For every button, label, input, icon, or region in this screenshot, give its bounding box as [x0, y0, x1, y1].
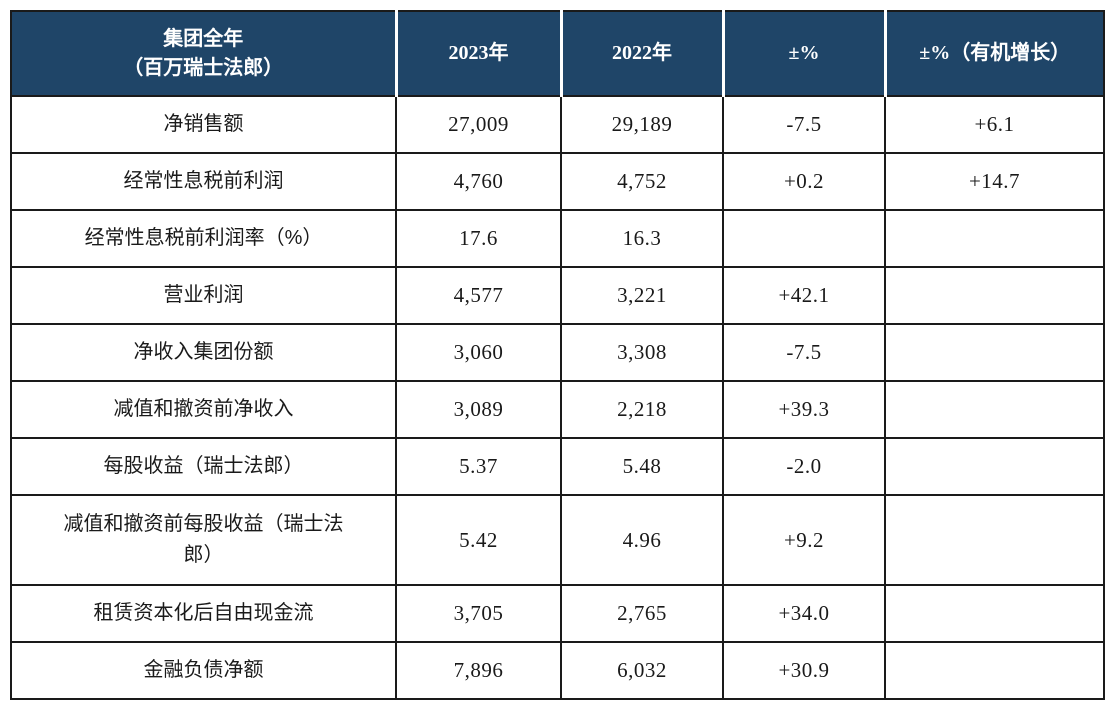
header-year-2022: 2022年	[559, 10, 724, 97]
value-2022: 2,218	[560, 380, 724, 439]
value-change-pct: +9.2	[722, 494, 886, 586]
value-change-organic	[884, 266, 1105, 325]
value-change-organic	[884, 209, 1105, 268]
value-change-organic: +14.7	[884, 152, 1105, 211]
header-change-pct-organic: ±%（有机增长）	[883, 10, 1105, 97]
value-change-organic	[884, 494, 1105, 586]
header-year-2023: 2023年	[394, 10, 562, 97]
value-2023: 5.42	[395, 494, 562, 586]
header-change-pct: ±%	[721, 10, 886, 97]
value-change-organic: +6.1	[884, 95, 1105, 154]
table-title-line2: （百万瑞士法郎）	[123, 56, 284, 79]
value-2022: 16.3	[560, 209, 724, 268]
value-2022: 6,032	[560, 641, 724, 700]
value-change-organic	[884, 584, 1105, 643]
value-change-pct: +34.0	[722, 584, 886, 643]
value-2023: 5.37	[395, 437, 562, 496]
value-change-pct: +0.2	[722, 152, 886, 211]
value-change-pct: -2.0	[722, 437, 886, 496]
value-2023: 3,089	[395, 380, 562, 439]
value-2022: 5.48	[560, 437, 724, 496]
value-change-organic	[884, 380, 1105, 439]
value-2023: 4,760	[395, 152, 562, 211]
value-change-pct: +42.1	[722, 266, 886, 325]
metric-label: 经常性息税前利润	[10, 152, 397, 211]
table-row-free-cash-flow: 租赁资本化后自由现金流 3,705 2,765 +34.0	[10, 584, 1105, 643]
table-row-net-income-group-share: 净收入集团份额 3,060 3,308 -7.5	[10, 323, 1105, 382]
value-change-organic	[884, 437, 1105, 496]
value-change-organic	[884, 323, 1105, 382]
financial-results-table: 集团全年 （百万瑞士法郎） 2023年 2022年 ±% ±%（有机增长） 净销…	[10, 10, 1105, 700]
table-row-recurring-ebit: 经常性息税前利润 4,760 4,752 +0.2 +14.7	[10, 152, 1105, 211]
value-change-pct: +39.3	[722, 380, 886, 439]
table-row-eps-before-impairment: 减值和撤资前每股收益（瑞士法郎） 5.42 4.96 +9.2	[10, 494, 1105, 586]
metric-label: 经常性息税前利润率（%）	[10, 209, 397, 268]
value-2022: 3,308	[560, 323, 724, 382]
value-change-organic	[884, 641, 1105, 700]
header-row: 集团全年 （百万瑞士法郎） 2023年 2022年 ±% ±%（有机增长）	[10, 10, 1105, 97]
metric-label: 金融负债净额	[10, 641, 397, 700]
table-row-net-income-before-impairment: 减值和撤资前净收入 3,089 2,218 +39.3	[10, 380, 1105, 439]
value-change-pct: +30.9	[722, 641, 886, 700]
value-2023: 17.6	[395, 209, 562, 268]
table-row-operating-profit: 营业利润 4,577 3,221 +42.1	[10, 266, 1105, 325]
value-2022: 4.96	[560, 494, 724, 586]
value-2023: 3,060	[395, 323, 562, 382]
value-2023: 3,705	[395, 584, 562, 643]
metric-label: 每股收益（瑞士法郎）	[10, 437, 397, 496]
value-2023: 4,577	[395, 266, 562, 325]
metric-label: 减值和撤资前净收入	[10, 380, 397, 439]
table-title-line1: 集团全年	[163, 27, 244, 50]
metric-label: 净收入集团份额	[10, 323, 397, 382]
value-2022: 3,221	[560, 266, 724, 325]
table-row-net-sales: 净销售额 27,009 29,189 -7.5 +6.1	[10, 95, 1105, 154]
metric-label: 租赁资本化后自由现金流	[10, 584, 397, 643]
table-row-net-financial-debt: 金融负债净额 7,896 6,032 +30.9	[10, 641, 1105, 700]
metric-label: 减值和撤资前每股收益（瑞士法郎）	[10, 494, 397, 586]
value-change-pct: -7.5	[722, 323, 886, 382]
value-2022: 2,765	[560, 584, 724, 643]
header-metric-column: 集团全年 （百万瑞士法郎）	[10, 10, 397, 97]
value-2023: 27,009	[395, 95, 562, 154]
table-row-recurring-ebit-margin: 经常性息税前利润率（%） 17.6 16.3	[10, 209, 1105, 268]
value-2022: 29,189	[560, 95, 724, 154]
value-2022: 4,752	[560, 152, 724, 211]
table-row-eps: 每股收益（瑞士法郎） 5.37 5.48 -2.0	[10, 437, 1105, 496]
metric-label: 净销售额	[10, 95, 397, 154]
value-2023: 7,896	[395, 641, 562, 700]
metric-label: 营业利润	[10, 266, 397, 325]
value-change-pct: -7.5	[722, 95, 886, 154]
value-change-pct	[722, 209, 886, 268]
